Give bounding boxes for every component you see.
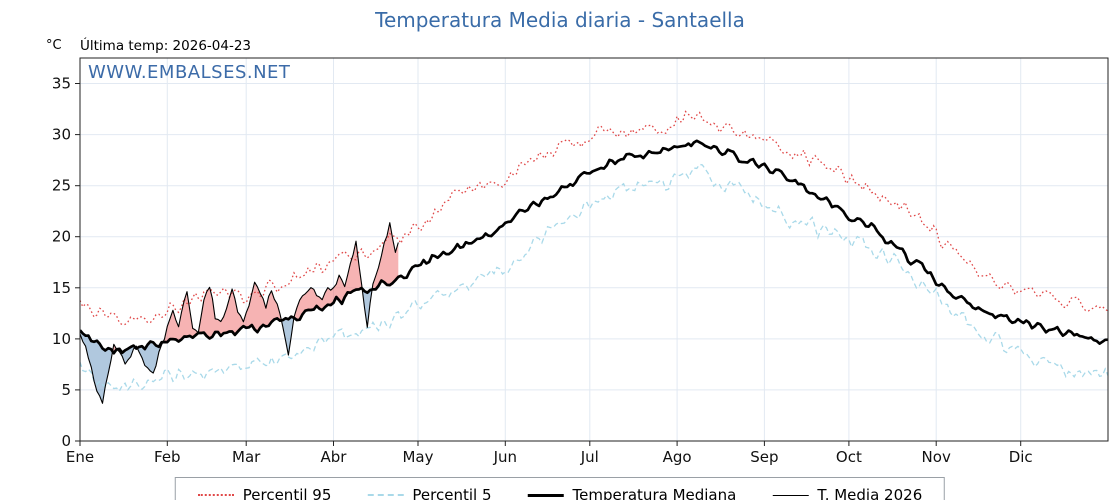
x-tick-label: Jun — [493, 448, 517, 466]
legend-line-sample — [197, 494, 234, 496]
legend-label: Temperatura Mediana — [572, 486, 737, 500]
x-tick-label: Feb — [154, 448, 181, 466]
y-tick-label: 0 — [61, 432, 71, 450]
page-title: Temperatura Media diaria - Santaella — [375, 8, 745, 32]
legend: Percentil 95 Percentil 5 Temperatura Media… — [174, 477, 946, 500]
y-tick-label: 10 — [52, 330, 71, 348]
x-tick-label: May — [402, 448, 433, 466]
y-tick-label: 15 — [52, 279, 71, 297]
x-tick-label: Ene — [66, 448, 94, 466]
legend-label: Percentil 95 — [242, 486, 332, 500]
x-tick-label: Nov — [922, 448, 951, 466]
legend-label: T. Media 2026 — [817, 486, 923, 500]
legend-label: Percentil 5 — [412, 486, 492, 500]
x-tick-label: Ago — [663, 448, 692, 466]
legend-item-t-media-2026: T. Media 2026 — [772, 486, 922, 500]
y-tick-label: 35 — [52, 75, 71, 93]
legend-line-sample — [367, 494, 404, 496]
x-tick-label: Oct — [836, 448, 862, 466]
x-tick-label: Dic — [1009, 448, 1033, 466]
legend-item-percentil-5: Percentil 5 — [367, 486, 491, 500]
legend-line-sample — [772, 494, 809, 496]
watermark: WWW.EMBALSES.NET — [88, 62, 291, 83]
legend-line-sample — [527, 493, 564, 497]
y-tick-label: 25 — [52, 177, 71, 195]
y-tick-label: 20 — [52, 228, 71, 246]
x-tick-label: Abr — [321, 448, 348, 466]
legend-item-percentil-95: Percentil 95 — [197, 486, 332, 500]
x-tick-label: Sep — [750, 448, 778, 466]
x-tick-label: Jul — [580, 448, 599, 466]
legend-item-temperatura-mediana: Temperatura Mediana — [527, 486, 736, 500]
x-tick-label: Mar — [232, 448, 261, 466]
last-temp-label: Última temp: 2026-04-23 — [80, 38, 252, 54]
y-tick-label: 5 — [61, 381, 71, 399]
y-axis-unit-label: °C — [46, 38, 62, 53]
y-tick-label: 30 — [52, 126, 71, 144]
